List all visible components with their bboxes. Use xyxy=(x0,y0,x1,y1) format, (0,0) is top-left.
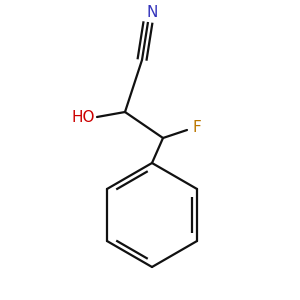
Text: HO: HO xyxy=(71,110,95,124)
Text: F: F xyxy=(193,121,202,136)
Text: N: N xyxy=(146,5,158,20)
